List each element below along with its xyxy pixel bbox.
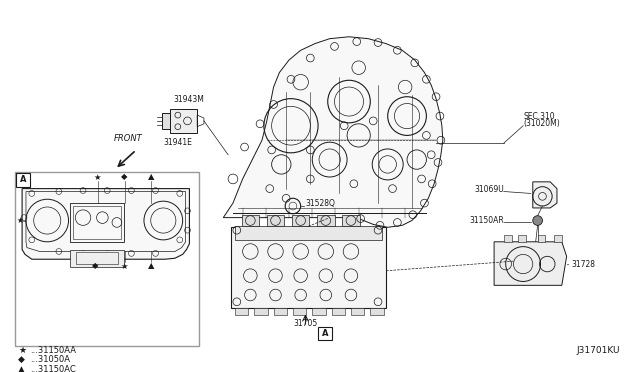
Bar — [76, 253, 118, 264]
Text: 31150AR: 31150AR — [469, 216, 504, 225]
Text: SEC.310: SEC.310 — [523, 112, 555, 121]
Bar — [70, 203, 124, 242]
Text: ◆: ◆ — [122, 173, 128, 182]
Polygon shape — [293, 308, 307, 315]
Text: 31728: 31728 — [572, 260, 595, 269]
Text: ◆: ◆ — [18, 355, 25, 364]
Text: ★: ★ — [121, 262, 129, 270]
Text: 31069U: 31069U — [474, 185, 504, 194]
Polygon shape — [351, 308, 365, 315]
Text: ◆: ◆ — [92, 262, 99, 270]
Text: (31020M): (31020M) — [523, 119, 560, 128]
Polygon shape — [532, 182, 557, 208]
Text: ★: ★ — [17, 216, 24, 225]
Bar — [74, 206, 121, 239]
Polygon shape — [518, 235, 526, 242]
Polygon shape — [494, 242, 566, 285]
Text: 31943M: 31943M — [173, 96, 204, 105]
Polygon shape — [273, 308, 287, 315]
Text: ★: ★ — [18, 346, 26, 355]
Text: 31528Q: 31528Q — [305, 199, 335, 208]
Polygon shape — [332, 308, 345, 315]
Polygon shape — [170, 109, 197, 132]
Polygon shape — [231, 227, 386, 308]
Text: ▲: ▲ — [18, 365, 25, 372]
Text: ▲: ▲ — [147, 173, 154, 182]
Polygon shape — [22, 189, 189, 259]
Text: ...31050A: ...31050A — [30, 355, 70, 364]
Polygon shape — [254, 308, 268, 315]
Polygon shape — [223, 37, 443, 227]
Text: J31701KU: J31701KU — [577, 346, 620, 355]
Polygon shape — [163, 113, 170, 129]
Text: 31941E: 31941E — [163, 138, 192, 147]
Bar — [70, 250, 124, 267]
Text: 31705: 31705 — [293, 319, 317, 328]
Polygon shape — [312, 308, 326, 315]
Polygon shape — [292, 215, 309, 226]
Text: A: A — [20, 176, 26, 185]
Bar — [16, 173, 30, 187]
Polygon shape — [371, 308, 384, 315]
Text: ...31150AC: ...31150AC — [30, 365, 76, 372]
Polygon shape — [235, 226, 382, 240]
Polygon shape — [267, 215, 284, 226]
Polygon shape — [235, 308, 248, 315]
Text: A: A — [321, 329, 328, 338]
Bar — [318, 327, 332, 340]
Polygon shape — [538, 235, 545, 242]
Polygon shape — [504, 235, 511, 242]
Polygon shape — [554, 235, 562, 242]
Polygon shape — [342, 215, 360, 226]
Text: ▲: ▲ — [147, 262, 154, 270]
Polygon shape — [317, 215, 335, 226]
Text: FRONT: FRONT — [114, 134, 143, 143]
Text: ...31150AA: ...31150AA — [30, 346, 76, 355]
Circle shape — [532, 216, 543, 225]
Polygon shape — [242, 215, 259, 226]
Text: ★: ★ — [94, 173, 101, 182]
Bar — [15, 172, 199, 346]
